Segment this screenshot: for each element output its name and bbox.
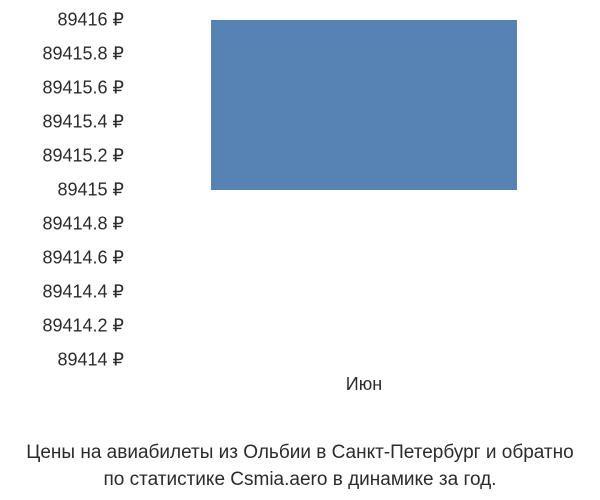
y-axis-tick-label: 89415.2 ₽ (42, 146, 124, 167)
y-axis-tick-label: 89415.8 ₽ (42, 44, 124, 65)
chart-caption: Цены на авиабилеты из Ольбии в Санкт-Пет… (0, 440, 600, 493)
y-axis-tick-label: 89414.4 ₽ (42, 282, 124, 303)
y-axis-tick-label: 89416 ₽ (57, 10, 124, 31)
price-bar (211, 20, 517, 190)
y-axis-tick-label: 89414.6 ₽ (42, 248, 124, 269)
price-bar-chart: Цены на авиабилеты из Ольбии в Санкт-Пет… (0, 0, 600, 500)
caption-line-1: Цены на авиабилеты из Ольбии в Санкт-Пет… (26, 442, 573, 463)
x-axis-tick-label: Июн (346, 374, 382, 395)
y-axis-tick-label: 89415.4 ₽ (42, 112, 124, 133)
y-axis-tick-label: 89414 ₽ (57, 350, 124, 371)
y-axis-tick-label: 89414.8 ₽ (42, 214, 124, 235)
y-axis-tick-label: 89414.2 ₽ (42, 316, 124, 337)
caption-line-2: по статистике Csmia.aero в динамике за г… (104, 469, 497, 490)
y-axis-tick-label: 89415.6 ₽ (42, 78, 124, 99)
y-axis-tick-label: 89415 ₽ (57, 180, 124, 201)
